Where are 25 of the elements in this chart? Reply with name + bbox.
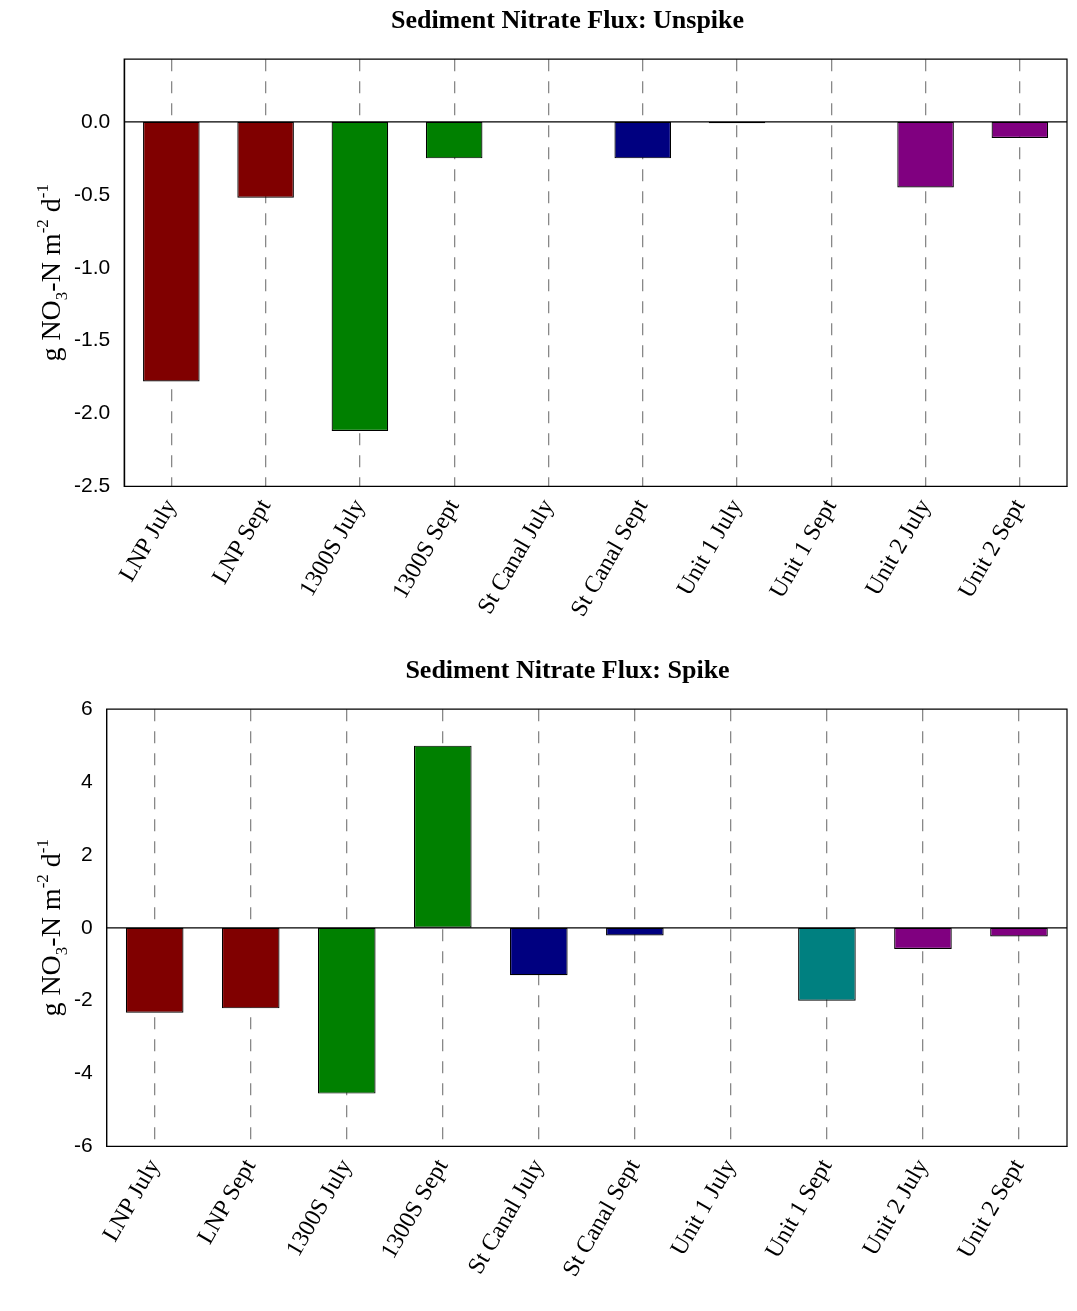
y-axis-title: g NO3-N m-2 d-1 xyxy=(33,839,71,1017)
x-tick-label: Unit 2 July xyxy=(859,494,936,600)
x-tick-label: Unit 1 July xyxy=(664,1154,741,1260)
x-tick-label: Unit 2 Sept xyxy=(952,494,1030,602)
y-tick-label: -0.5 xyxy=(74,181,111,205)
x-tick-label: Unit 2 July xyxy=(856,1154,933,1260)
y-tick-label: -1.0 xyxy=(74,254,111,278)
chart-title: Sediment Nitrate Flux: Unspike xyxy=(390,5,745,35)
x-tick-label: Unit 1 July xyxy=(670,494,747,600)
x-tick-label: Unit 1 Sept xyxy=(763,494,842,602)
y-tick-label: 0.0 xyxy=(80,108,111,132)
chart-title: Sediment Nitrate Flux: Spike xyxy=(405,655,730,685)
y-tick-label: 0 xyxy=(80,914,93,938)
y-tick-label: -2.5 xyxy=(74,473,111,497)
y-tick-label: -4 xyxy=(73,1060,93,1084)
y-tick-label: 2 xyxy=(80,841,93,865)
y-tick-label: -2 xyxy=(73,987,93,1011)
y-tick-label: -1.5 xyxy=(74,327,111,351)
x-tick-label: Unit 1 Sept xyxy=(759,1154,837,1262)
y-tick-label: -2.0 xyxy=(74,400,111,424)
y-tick-label: 6 xyxy=(80,696,93,719)
y-axis-title: g NO3-N m-2 d-1 xyxy=(33,184,71,362)
y-tick-label: -6 xyxy=(73,1133,93,1157)
x-tick-label: Unit 2 Sept xyxy=(951,1154,1029,1262)
y-tick-label: 4 xyxy=(80,768,93,792)
